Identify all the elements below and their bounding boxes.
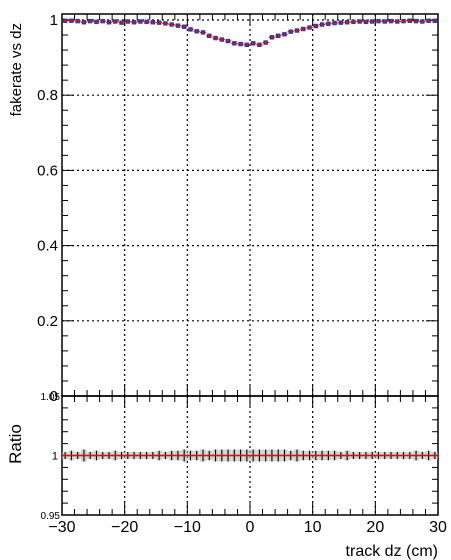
top-point-series-b: [233, 42, 236, 45]
top-point-series-b: [364, 20, 368, 24]
top-point-series-b: [433, 19, 437, 22]
top-point-series-b: [151, 21, 155, 24]
top-y-tick-label: 1: [50, 12, 58, 29]
x-tick-label: 10: [304, 519, 322, 536]
top-point-series-b: [289, 30, 292, 33]
top-point-series-b: [195, 30, 198, 33]
top-point-series-b: [214, 36, 217, 40]
top-point-series-b: [176, 24, 180, 27]
top-point-series-b: [245, 43, 249, 47]
top-point-series-b: [101, 19, 104, 23]
top-point-series-b: [114, 20, 117, 23]
top-point-series-b: [183, 25, 186, 28]
top-point-series-b: [132, 21, 136, 24]
top-point-series-b: [270, 36, 274, 39]
top-point-series-b: [408, 19, 411, 22]
top-y-tick-label: 0.4: [37, 238, 58, 255]
top-y-tick-label: 0.8: [37, 87, 58, 104]
top-point-series-b: [76, 19, 79, 23]
top-point-series-b: [89, 19, 92, 23]
top-y-tick-label: 0.6: [37, 162, 58, 179]
x-tick-label: −10: [174, 519, 201, 536]
top-y-axis-label: fakerate vs dz: [8, 23, 25, 116]
top-panel: 0 0.2 0.4 0.6 0.8 1: [37, 12, 439, 405]
top-point-series-b: [82, 21, 86, 24]
top-point-series-b: [333, 21, 336, 25]
top-point-series-b: [208, 34, 211, 37]
top-point-series-b: [358, 20, 361, 23]
top-point-series-b: [220, 38, 223, 41]
top-point-series-b: [126, 20, 129, 23]
top-point-series-b: [63, 19, 67, 22]
top-point-series-b: [302, 27, 305, 31]
top-point-series-b: [157, 21, 161, 24]
top-point-series-b: [258, 43, 261, 47]
top-point-series-b: [95, 20, 98, 24]
top-point-series-b: [107, 21, 111, 24]
top-point-series-b: [339, 21, 343, 24]
bottom-y-axis-label: Ratio: [6, 424, 25, 464]
top-point-series-b: [308, 26, 311, 29]
top-point-series-b: [145, 20, 148, 24]
top-point-series-b: [377, 19, 380, 23]
top-point-series-b: [295, 29, 299, 32]
top-point-series-b: [164, 22, 167, 25]
x-tick-label: 0: [246, 519, 255, 536]
bottom-y-tick-label: 1: [52, 451, 58, 463]
x-tick-label: 20: [366, 519, 384, 536]
x-tick-label: −30: [48, 519, 75, 536]
top-point-series-b: [345, 21, 349, 24]
top-point-series-b: [383, 20, 386, 23]
top-point-series-b: [314, 24, 317, 28]
top-point-series-b: [70, 19, 73, 22]
top-point-series-b: [320, 23, 324, 26]
bottom-y-tick-label: 1.05: [41, 392, 61, 403]
top-y-tick-label: 0: [50, 388, 58, 405]
bottom-y-tick-label: 0.95: [41, 511, 61, 522]
x-axis-label: track dz (cm): [346, 543, 438, 560]
top-point-series-b: [139, 20, 142, 23]
top-point-series-b: [201, 31, 205, 34]
top-point-series-b: [277, 34, 280, 37]
top-point-series-b: [239, 42, 242, 46]
top-point-series-b: [283, 33, 286, 36]
top-point-series-b: [421, 20, 424, 23]
top-point-series-b: [170, 23, 173, 26]
top-point-series-b: [189, 28, 192, 31]
top-point-series-b: [389, 19, 393, 23]
top-point-series-b: [414, 19, 418, 23]
top-point-series-b: [396, 20, 399, 23]
top-point-series-b: [264, 41, 267, 44]
x-tick-label: −20: [111, 519, 138, 536]
top-y-tick-label: 0.2: [37, 313, 58, 330]
top-point-series-b: [120, 21, 123, 24]
top-point-series-b: [352, 20, 355, 24]
x-tick-label: 30: [429, 519, 447, 536]
top-point-series-b: [226, 39, 230, 43]
top-point-series-b: [251, 42, 255, 45]
bottom-panel: 0.95 1 1.05 −30 −20 −10 0 10 20 30: [41, 392, 447, 536]
top-point-series-b: [327, 22, 330, 25]
top-point-series-b: [402, 19, 405, 23]
top-point-series-b: [371, 20, 374, 23]
top-point-series-b: [427, 19, 430, 22]
